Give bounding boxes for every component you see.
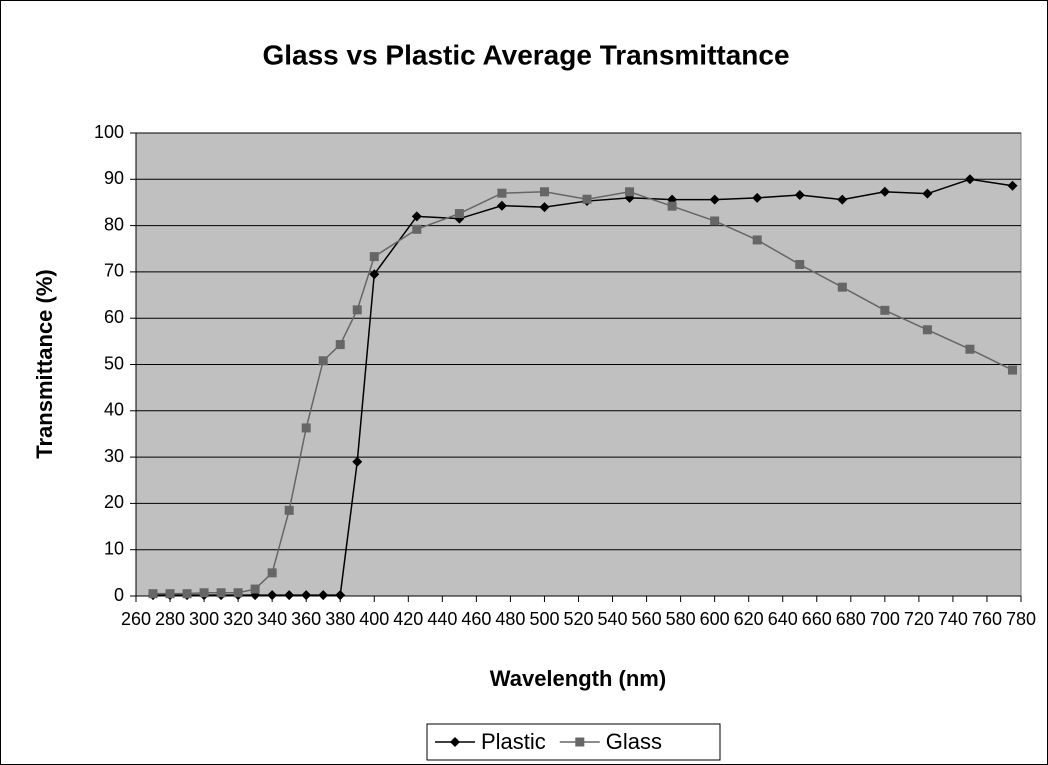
x-tick-label: 440: [427, 609, 457, 629]
x-tick-label: 460: [461, 609, 491, 629]
marker: [199, 588, 209, 598]
x-tick-label: 700: [870, 609, 900, 629]
marker: [1007, 180, 1018, 191]
marker: [710, 216, 720, 226]
marker: [794, 190, 805, 201]
x-tick-label: 680: [836, 609, 866, 629]
marker: [318, 590, 329, 601]
x-tick-label: 400: [359, 609, 389, 629]
marker: [582, 194, 592, 204]
y-tick-label: 50: [104, 353, 124, 373]
x-tick-label: 420: [393, 609, 423, 629]
marker: [667, 201, 677, 211]
chart-title: Glass vs Plastic Average Transmittance: [262, 39, 789, 70]
x-tick-label: 360: [291, 609, 321, 629]
marker: [301, 590, 312, 601]
marker: [233, 588, 243, 598]
y-tick-label: 10: [104, 538, 124, 558]
legend-marker: [450, 737, 460, 747]
marker: [837, 282, 847, 292]
marker: [795, 259, 805, 269]
marker: [454, 209, 464, 219]
marker: [922, 325, 932, 335]
marker: [625, 187, 635, 197]
marker: [216, 588, 226, 598]
x-tick-label: 380: [325, 609, 355, 629]
y-tick-label: 70: [104, 261, 124, 281]
x-tick-label: 260: [121, 609, 151, 629]
y-tick-label: 80: [104, 214, 124, 234]
y-tick-label: 0: [114, 585, 124, 605]
x-tick-label: 300: [189, 609, 219, 629]
marker: [496, 200, 507, 211]
marker: [880, 305, 890, 315]
marker: [837, 194, 848, 205]
marker: [539, 187, 549, 197]
x-tick-label: 740: [938, 609, 968, 629]
x-axis-label: Wavelength (nm): [490, 666, 666, 691]
marker: [922, 188, 933, 199]
marker: [964, 174, 975, 185]
x-tick-label: 280: [155, 609, 185, 629]
marker: [369, 269, 380, 280]
x-tick-label: 340: [257, 609, 287, 629]
marker: [965, 344, 975, 354]
marker: [250, 584, 260, 594]
legend-marker: [575, 737, 585, 747]
y-tick-label: 20: [104, 492, 124, 512]
marker: [301, 423, 311, 433]
legend-label: Glass: [606, 729, 662, 754]
x-tick-label: 660: [802, 609, 832, 629]
y-tick-label: 100: [94, 122, 124, 142]
marker: [709, 194, 720, 205]
x-tick-label: 480: [495, 609, 525, 629]
marker: [267, 568, 277, 578]
legend-label: Plastic: [481, 729, 546, 754]
marker: [352, 305, 362, 315]
y-tick-label: 60: [104, 307, 124, 327]
marker: [165, 589, 175, 599]
marker: [352, 456, 363, 467]
y-tick-label: 90: [104, 168, 124, 188]
x-tick-label: 720: [904, 609, 934, 629]
marker: [148, 589, 158, 599]
marker: [267, 590, 278, 601]
marker: [1007, 365, 1017, 375]
marker: [752, 192, 763, 203]
x-tick-label: 780: [1006, 609, 1036, 629]
marker: [335, 340, 345, 350]
marker: [539, 202, 550, 213]
marker: [182, 589, 192, 599]
marker: [335, 590, 346, 601]
marker: [411, 211, 422, 222]
x-tick-label: 500: [529, 609, 559, 629]
x-tick-label: 540: [598, 609, 628, 629]
x-tick-label: 600: [700, 609, 730, 629]
marker: [497, 188, 507, 198]
x-tick-label: 640: [768, 609, 798, 629]
x-tick-label: 580: [666, 609, 696, 629]
y-tick-label: 40: [104, 400, 124, 420]
marker: [879, 186, 890, 197]
marker: [284, 505, 294, 515]
x-tick-label: 620: [734, 609, 764, 629]
marker: [752, 235, 762, 245]
y-axis-label: Transmittance (%): [32, 269, 57, 459]
marker: [318, 356, 328, 366]
y-tick-label: 30: [104, 446, 124, 466]
x-tick-label: 320: [223, 609, 253, 629]
x-tick-label: 760: [972, 609, 1002, 629]
x-tick-label: 520: [563, 609, 593, 629]
x-tick-label: 560: [632, 609, 662, 629]
marker: [369, 252, 379, 262]
marker: [412, 224, 422, 234]
marker: [284, 590, 295, 601]
